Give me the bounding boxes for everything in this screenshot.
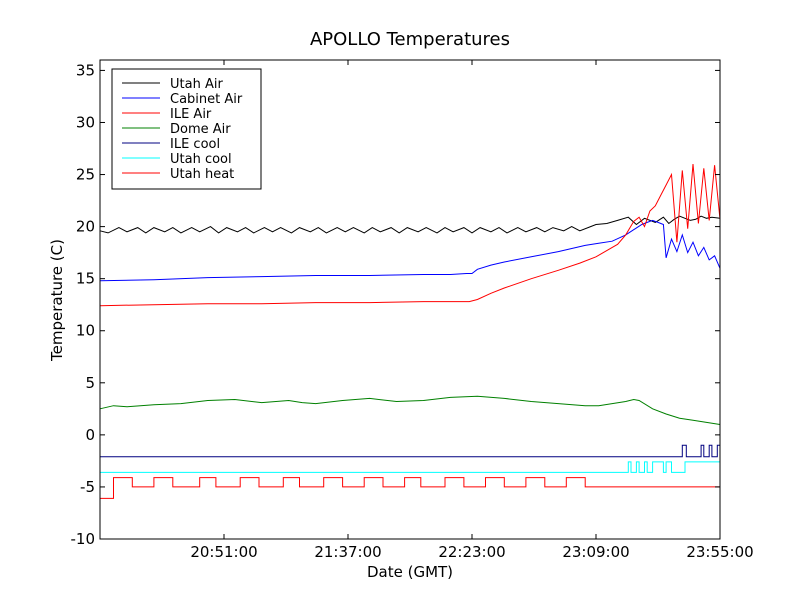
tick-layer: 20:51:00 21:37:00 22:23:00 23:09:00 23:55:00… (71, 60, 754, 561)
legend-label: Utah heat (170, 167, 234, 182)
y-tick-label: 20 (76, 218, 95, 236)
plot-frame (99, 59, 721, 540)
series-line-ile-cool (100, 444, 720, 458)
y-tick-label: 0 (85, 426, 95, 444)
x-tick-label: 23:55:00 (686, 543, 753, 561)
series-line-cabinet-air (99, 219, 721, 282)
x-tick-label: 22:23:00 (438, 543, 505, 561)
legend-label: Cabinet Air (170, 92, 243, 107)
y-tick-label: 30 (76, 113, 95, 131)
x-tick-label: 20:51:00 (190, 543, 257, 561)
y-tick-label: 5 (85, 374, 95, 392)
series-line-utah-cool (100, 461, 720, 473)
series-line-utah-heat (100, 477, 720, 499)
series-line-ile-air (99, 164, 721, 307)
legend-label: Utah Air (170, 77, 223, 92)
x-tick-label: 23:09:00 (562, 543, 629, 561)
legend-box (111, 68, 262, 190)
y-tick-label: 15 (76, 270, 95, 288)
series-line-dome-air (99, 395, 721, 425)
y-axis-label: Temperature (C) (48, 239, 66, 362)
series-layer (99, 164, 721, 499)
y-tick-label: 10 (76, 322, 95, 340)
x-tick-label: 21:37:00 (314, 543, 381, 561)
chart-title: APOLLO Temperatures (310, 29, 510, 50)
legend-label: Utah cool (170, 152, 232, 167)
x-axis-label: Date (GMT) (367, 563, 453, 581)
y-tick-label: 35 (76, 61, 95, 79)
y-tick-label: 25 (76, 166, 95, 184)
legend-label: ILE cool (170, 137, 220, 152)
y-tick-label: -10 (71, 530, 96, 548)
legend-label: ILE Air (170, 107, 212, 122)
y-tick-label: -5 (80, 478, 95, 496)
legend-label: Dome Air (170, 122, 231, 137)
series-line-utah-air (99, 215, 721, 234)
